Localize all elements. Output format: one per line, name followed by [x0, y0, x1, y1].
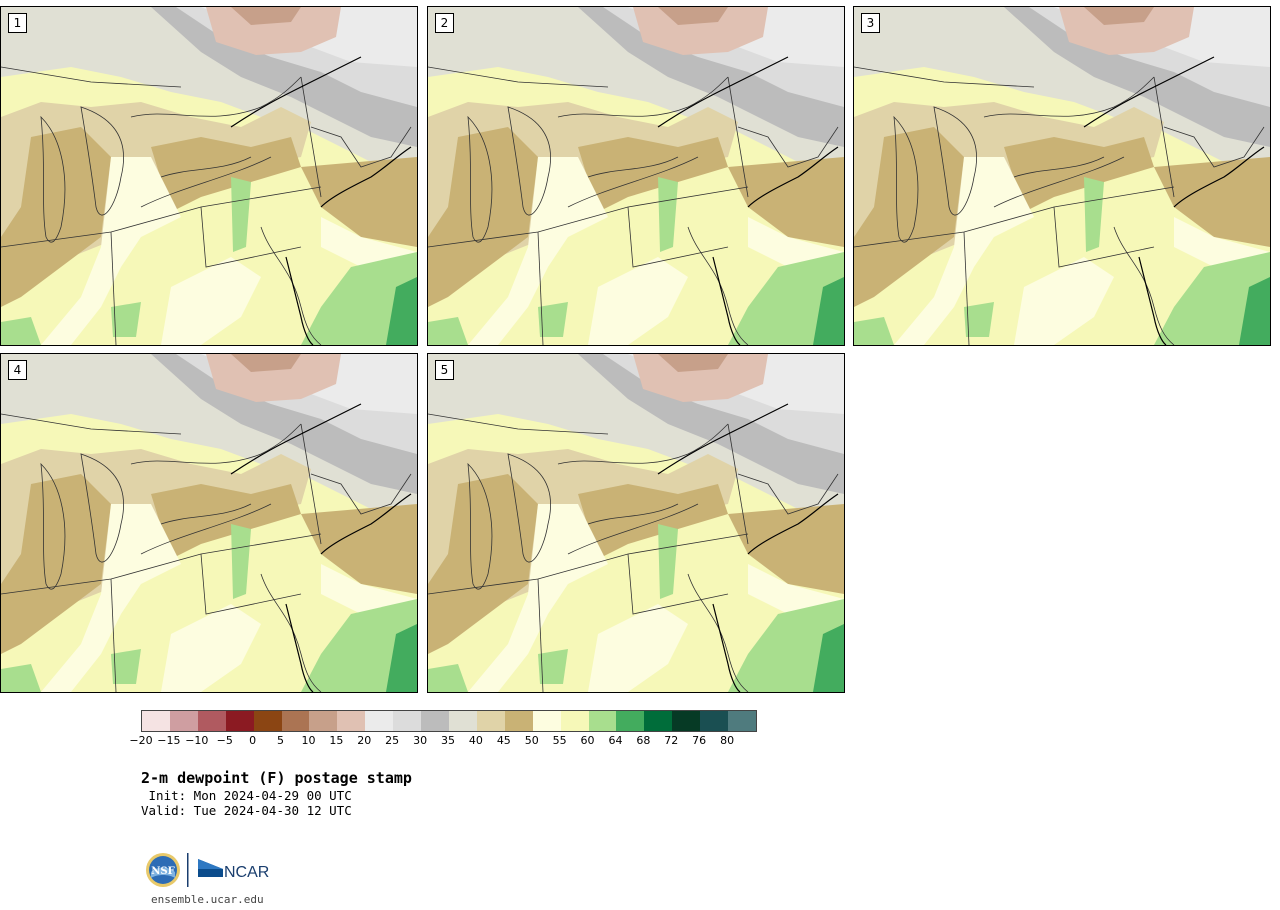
colorbar-swatch [448, 711, 477, 731]
ensemble-member-panel-4: 4 [0, 353, 418, 693]
colorbar-tick-label: 55 [552, 734, 567, 747]
colorbar-swatch [560, 711, 589, 731]
colorbar-swatch [169, 711, 198, 731]
colorbar-swatch [700, 711, 729, 731]
colorbar-swatch [281, 711, 310, 731]
ensemble-member-panel-2: 2 [427, 6, 845, 346]
colorbar-tick-label: −20 [129, 734, 153, 747]
colorbar-swatch [225, 711, 254, 731]
colorbar-tick-label: 80 [720, 734, 735, 747]
colorbar-swatch [142, 711, 170, 731]
colorbar-tick-label: 20 [357, 734, 372, 747]
colorbar-swatch [504, 711, 533, 731]
colorbar-tick-label: −10 [185, 734, 209, 747]
ncar-logo-text: NCAR [224, 864, 269, 881]
ncar-logo: NCAR [198, 859, 269, 881]
colorbar-swatch [588, 711, 617, 731]
dewpoint-map [1, 7, 417, 345]
colorbar-tick-label: 72 [664, 734, 679, 747]
colorbar-swatch [253, 711, 282, 731]
ensemble-member-panel-5: 5 [427, 353, 845, 693]
colorbar-swatch [644, 711, 673, 731]
colorbar-tick-label: 15 [329, 734, 344, 747]
colorbar-tick-labels: −20 −15 −10 −5 0 5 10 15 20 25 30 35 40 45 50 55 60 64 68 7… [129, 734, 755, 750]
colorbar-swatch [672, 711, 701, 731]
panel-number-label: 3 [861, 13, 880, 33]
product-title: 2-m dewpoint (F) postage stamp [141, 769, 412, 787]
colorbar-tick-label: 25 [385, 734, 400, 747]
colorbar-tick-label: 5 [277, 734, 285, 747]
valid-time: Valid: Tue 2024-04-30 12 UTC [141, 803, 352, 818]
dewpoint-map [428, 7, 844, 345]
title-block: 2-m dewpoint (F) postage stamp Init: Mon… [141, 768, 412, 818]
colorbar-tick-label: 30 [413, 734, 428, 747]
colorbar-tick-label: 68 [636, 734, 651, 747]
colorbar-swatch [616, 711, 645, 731]
init-time: Init: Mon 2024-04-29 00 UTC [141, 788, 352, 803]
nsf-logo: NSF [146, 853, 180, 887]
colorbar-tick-label: −15 [157, 734, 181, 747]
colorbar-tick-label: 64 [608, 734, 623, 747]
dewpoint-colorbar [141, 710, 757, 732]
panel-number-label: 1 [8, 13, 27, 33]
colorbar-tick-label: 40 [468, 734, 483, 747]
panel-number-label: 4 [8, 360, 27, 380]
nsf-logo-text: NSF [151, 866, 174, 877]
panel-number-label: 2 [435, 13, 454, 33]
sponsor-logos: NSF NCAR [145, 850, 285, 890]
colorbar-swatch [421, 711, 449, 731]
colorbar-swatch [728, 711, 756, 731]
dewpoint-map [428, 354, 844, 692]
dewpoint-map [854, 7, 1270, 345]
colorbar-tick-label: 60 [580, 734, 595, 747]
footer-url: ensemble.ucar.edu [151, 893, 264, 906]
colorbar-tick-label: 0 [249, 734, 257, 747]
colorbar-tick-label: 35 [441, 734, 455, 747]
colorbar-tick-label: 76 [692, 734, 707, 747]
colorbar-swatch [197, 711, 226, 731]
colorbar-tick-label: 45 [496, 734, 511, 747]
colorbar-tick-label: −5 [216, 734, 233, 747]
colorbar-swatch [365, 711, 394, 731]
colorbar-swatch [393, 711, 422, 731]
panel-number-label: 5 [435, 360, 454, 380]
colorbar-tick-label: 50 [524, 734, 539, 747]
colorbar-swatch [309, 711, 338, 731]
colorbar-tick-label: 10 [301, 734, 316, 747]
dewpoint-map [1, 354, 417, 692]
colorbar-swatch [476, 711, 505, 731]
colorbar-swatch [337, 711, 366, 731]
ensemble-member-panel-1: 1 [0, 6, 418, 346]
colorbar-swatch [532, 711, 561, 731]
ensemble-member-panel-3: 3 [853, 6, 1271, 346]
